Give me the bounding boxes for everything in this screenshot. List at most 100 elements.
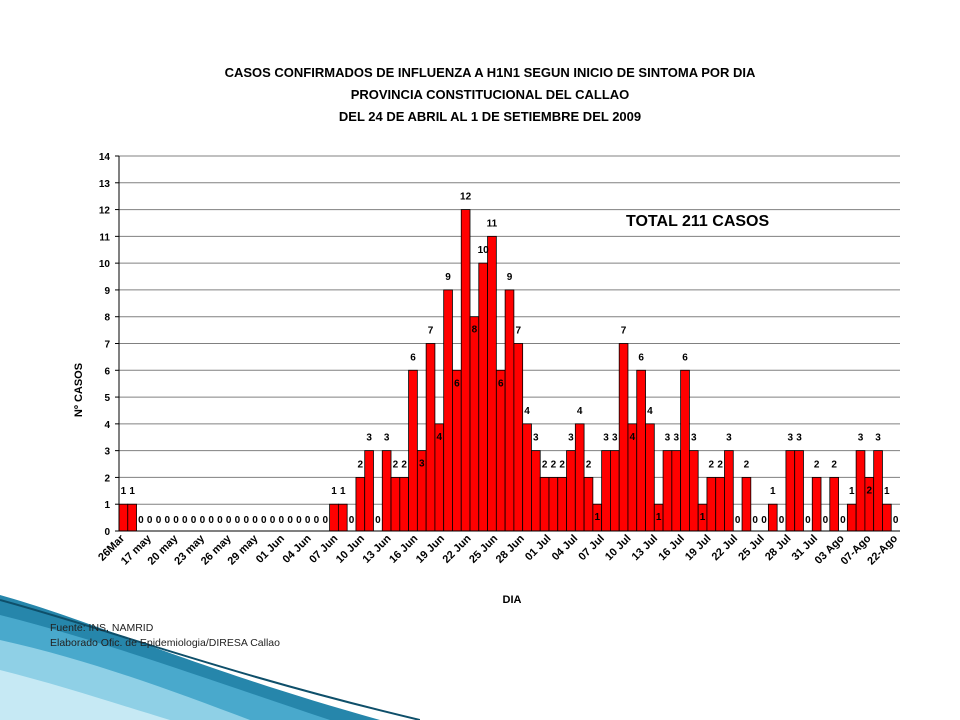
data-label: 2	[867, 485, 873, 496]
y-tick-label: 4	[104, 420, 110, 431]
data-label: 1	[121, 486, 127, 497]
x-tick-label: 10 Jul	[603, 533, 634, 564]
bar	[794, 450, 804, 532]
data-label: 0	[235, 515, 241, 526]
x-tick-label: 16 Jul	[656, 533, 687, 564]
data-label: 2	[401, 459, 407, 470]
bar	[118, 503, 129, 532]
data-label: 0	[322, 515, 328, 526]
bar	[337, 503, 348, 532]
data-label: 3	[875, 433, 881, 444]
data-label: 0	[226, 515, 232, 526]
y-tick-label: 11	[99, 232, 110, 243]
bar	[724, 450, 734, 532]
data-label: 0	[305, 515, 311, 526]
x-tick-label: 25 Jun	[467, 532, 500, 565]
data-label: 0	[200, 515, 206, 526]
data-label: 2	[709, 459, 715, 470]
data-label: 0	[314, 515, 320, 526]
data-label: 6	[410, 352, 416, 363]
x-tick-label: 25 Jul	[736, 533, 767, 564]
y-tick-label: 1	[104, 500, 110, 511]
bar	[381, 450, 392, 532]
data-label: 4	[647, 406, 653, 417]
data-label: 0	[375, 515, 381, 526]
data-label: 1	[656, 512, 662, 523]
bar	[460, 209, 471, 532]
x-tick-label: 22 Jun	[441, 532, 474, 565]
data-label: 12	[460, 192, 472, 203]
y-tick-label: 14	[99, 152, 111, 163]
bar	[513, 343, 524, 532]
y-tick-label: 8	[104, 313, 110, 324]
bar	[618, 343, 629, 532]
total-cases-annotation: TOTAL 211 CASOS	[626, 213, 769, 230]
data-label: 3	[788, 433, 794, 444]
bar	[829, 477, 839, 532]
x-tick-label: 19 Jul	[683, 533, 714, 564]
data-label: 2	[744, 459, 750, 470]
bar	[478, 262, 488, 532]
data-label: 0	[173, 515, 179, 526]
bar	[645, 423, 655, 532]
y-tick-label: 0	[104, 527, 110, 538]
data-label: 0	[893, 515, 899, 526]
data-label: 10	[478, 245, 490, 256]
data-label: 4	[630, 432, 636, 443]
data-label: 3	[603, 433, 609, 444]
bar	[522, 423, 532, 532]
data-label: 0	[279, 515, 285, 526]
decorative-wave-graphic	[0, 595, 420, 720]
data-label: 0	[823, 515, 829, 526]
data-label: 3	[796, 433, 802, 444]
data-label: 0	[243, 515, 249, 526]
bar	[873, 450, 883, 532]
bar	[495, 369, 506, 532]
data-label: 0	[840, 515, 846, 526]
data-label: 6	[498, 378, 504, 389]
x-tick-label: 28 Jun	[494, 532, 527, 565]
bar	[715, 477, 725, 532]
bar	[487, 235, 497, 532]
bar	[469, 316, 480, 532]
data-label: 0	[261, 515, 267, 526]
data-label: 4	[437, 432, 443, 443]
author-line: Elaborado Ofic. de Epidemiologia/DIRESA …	[50, 637, 280, 649]
data-label: 0	[779, 515, 785, 526]
data-label: 2	[358, 459, 364, 470]
bar	[574, 423, 585, 532]
data-label: 7	[515, 326, 521, 337]
data-label: 0	[191, 515, 197, 526]
bar	[452, 369, 462, 532]
data-label: 9	[445, 272, 451, 283]
data-label: 3	[858, 433, 864, 444]
data-label: 3	[673, 433, 679, 444]
bar	[127, 503, 137, 532]
data-label: 11	[487, 218, 498, 229]
source-line: Fuente: INS, NAMRID	[50, 622, 154, 634]
data-label: 6	[638, 352, 644, 363]
data-label: 3	[612, 433, 618, 444]
y-tick-label: 7	[104, 340, 110, 351]
data-label: 8	[472, 325, 478, 336]
data-label: 0	[735, 515, 741, 526]
bar	[557, 477, 567, 532]
data-label: 1	[770, 486, 776, 497]
x-tick-label: 22-Ago	[865, 532, 900, 567]
data-label: 0	[217, 515, 223, 526]
bar	[399, 477, 409, 532]
y-tick-label: 13	[99, 179, 111, 190]
bar	[531, 450, 541, 532]
bar	[601, 450, 611, 532]
bar	[566, 450, 576, 532]
data-label: 1	[849, 486, 855, 497]
bar	[425, 343, 436, 532]
y-axis-label: Nº CASOS	[73, 363, 85, 417]
chart-title-block: CASOS CONFIRMADOS DE INFLUENZA A H1N1 SE…	[0, 62, 960, 128]
data-label: 9	[507, 272, 513, 283]
data-label: 2	[542, 459, 548, 470]
bar	[706, 477, 717, 532]
x-tick-label: 01 Jul	[523, 533, 554, 564]
bars	[118, 209, 892, 532]
x-axis-label: DIA	[503, 594, 522, 606]
